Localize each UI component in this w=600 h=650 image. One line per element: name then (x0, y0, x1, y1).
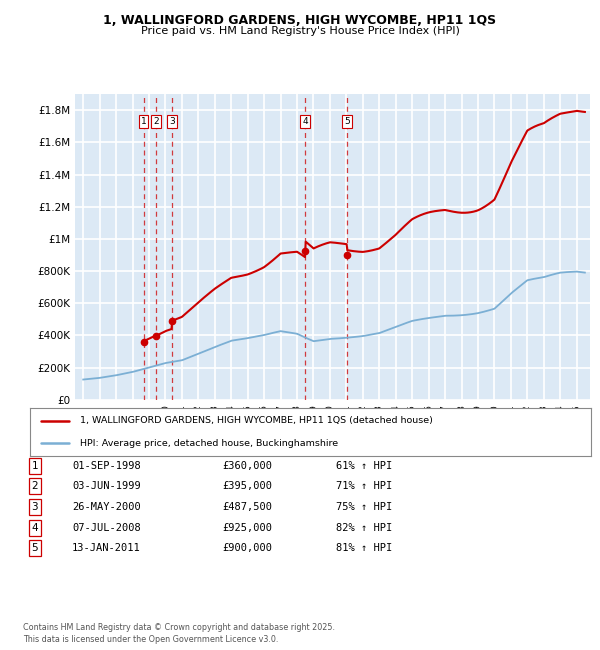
Text: 1: 1 (31, 461, 38, 471)
Text: 1, WALLINGFORD GARDENS, HIGH WYCOMBE, HP11 1QS (detached house): 1, WALLINGFORD GARDENS, HIGH WYCOMBE, HP… (80, 416, 433, 425)
Text: 26-MAY-2000: 26-MAY-2000 (72, 502, 141, 512)
Text: 2: 2 (31, 481, 38, 491)
Text: £925,000: £925,000 (222, 523, 272, 533)
Text: £395,000: £395,000 (222, 481, 272, 491)
Text: £900,000: £900,000 (222, 543, 272, 553)
Text: 2: 2 (153, 117, 158, 126)
Text: Price paid vs. HM Land Registry's House Price Index (HPI): Price paid vs. HM Land Registry's House … (140, 26, 460, 36)
Text: 03-JUN-1999: 03-JUN-1999 (72, 481, 141, 491)
Text: 07-JUL-2008: 07-JUL-2008 (72, 523, 141, 533)
Text: £360,000: £360,000 (222, 461, 272, 471)
Text: 81% ↑ HPI: 81% ↑ HPI (336, 543, 392, 553)
Text: 5: 5 (344, 117, 350, 126)
Text: 61% ↑ HPI: 61% ↑ HPI (336, 461, 392, 471)
Text: 82% ↑ HPI: 82% ↑ HPI (336, 523, 392, 533)
Text: 71% ↑ HPI: 71% ↑ HPI (336, 481, 392, 491)
Text: 75% ↑ HPI: 75% ↑ HPI (336, 502, 392, 512)
Text: 4: 4 (302, 117, 308, 126)
Text: 1, WALLINGFORD GARDENS, HIGH WYCOMBE, HP11 1QS: 1, WALLINGFORD GARDENS, HIGH WYCOMBE, HP… (103, 14, 497, 27)
Text: 13-JAN-2011: 13-JAN-2011 (72, 543, 141, 553)
Text: 1: 1 (140, 117, 146, 126)
Text: 4: 4 (31, 523, 38, 533)
Text: £487,500: £487,500 (222, 502, 272, 512)
Text: 3: 3 (169, 117, 175, 126)
Text: HPI: Average price, detached house, Buckinghamshire: HPI: Average price, detached house, Buck… (80, 439, 338, 448)
Text: 01-SEP-1998: 01-SEP-1998 (72, 461, 141, 471)
Text: 3: 3 (31, 502, 38, 512)
Text: 5: 5 (31, 543, 38, 553)
Text: Contains HM Land Registry data © Crown copyright and database right 2025.
This d: Contains HM Land Registry data © Crown c… (23, 623, 335, 644)
